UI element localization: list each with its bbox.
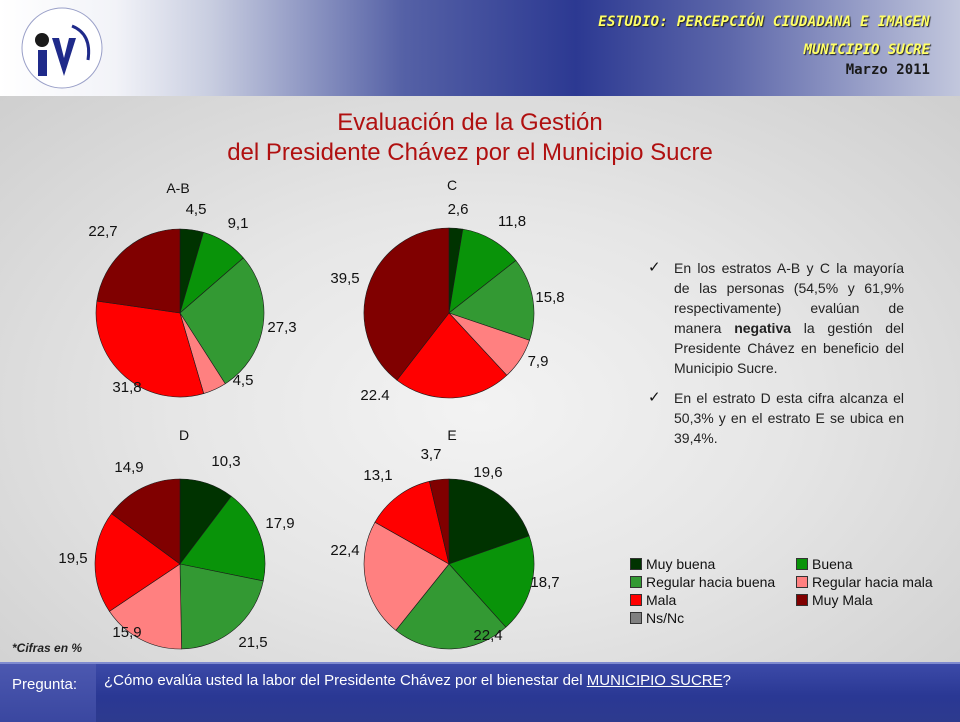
pie-data-label: 3,7 <box>421 446 442 463</box>
municipality-title: MUNICIPIO SUCRE <box>803 42 930 58</box>
checkmark-icon: ✓ <box>648 259 661 276</box>
pie-slice <box>94 513 181 612</box>
pie-data-label: 2,6 <box>448 201 469 218</box>
pie-data-label: 14,9 <box>114 459 143 476</box>
legend-swatch <box>796 576 808 588</box>
pie-chart-1: C 2,6 11,8 15,8 7,9 22.4 39,5 <box>330 177 564 404</box>
pie-data-label: 22,7 <box>88 223 117 240</box>
legend-item: Regular hacia buena <box>630 573 775 591</box>
legend-item: Regular hacia mala <box>796 573 933 591</box>
note-item-2: ✓ En el estrato D esta cifra alcanza el … <box>648 388 904 448</box>
note-2-text: En el estrato D esta cifra alcanza el 50… <box>674 390 904 446</box>
pie-data-label: 4,5 <box>186 201 207 218</box>
pie-slice <box>448 260 535 341</box>
pie-data-label: 39,5 <box>330 270 359 287</box>
analysis-notes: ✓ En los estratos A-B y C la mayoría de … <box>648 258 904 458</box>
pie-slice <box>108 563 182 650</box>
question-text: ¿Cómo evalúa usted la labor del Presiden… <box>104 672 731 689</box>
legend-label: Regular hacia buena <box>646 574 776 590</box>
legend-item: Muy Mala <box>796 591 873 609</box>
pie-slice <box>395 563 507 650</box>
pie-slice <box>363 227 450 381</box>
pie-data-label: 19,5 <box>58 550 87 567</box>
pie-slice <box>95 300 205 398</box>
legend-swatch <box>796 594 808 606</box>
pie-data-label: 22,4 <box>330 542 359 559</box>
note-1-text-a: En los estratos A-B y C la mayoría de la… <box>674 260 904 336</box>
pie-slice <box>374 480 450 565</box>
question-footer: Pregunta: ¿Cómo evalúa usted la labor de… <box>0 662 960 722</box>
legend-label: Muy buena <box>646 556 716 572</box>
pie-data-label: 15,9 <box>112 624 141 641</box>
pie-slice <box>429 478 450 565</box>
pie-slice <box>179 563 264 650</box>
pie-data-label: 31,8 <box>112 379 141 396</box>
pie-title: D <box>179 427 189 443</box>
pie-data-label: 18,7 <box>530 574 559 591</box>
legend-label: Muy Mala <box>812 592 873 608</box>
pie-slice <box>448 228 517 314</box>
legend-item: Ns/Nc <box>630 609 684 627</box>
header-banner: ESTUDIO: PERCEPCIÓN CIUDADANA E IMAGEN M… <box>0 0 960 96</box>
legend-swatch <box>630 558 642 570</box>
title-line-1: Evaluación de la Gestión <box>337 109 603 136</box>
legend-label: Regular hacia mala <box>812 574 933 590</box>
pie-data-label: 22,4 <box>473 627 502 644</box>
legend-swatch <box>630 594 642 606</box>
pie-title: C <box>447 177 457 193</box>
pie-slice <box>396 312 508 399</box>
pie-slice <box>96 228 181 314</box>
study-date: Marzo 2011 <box>845 62 930 78</box>
pie-data-label: 7,9 <box>528 353 549 370</box>
legend-label: Ns/Nc <box>646 610 685 626</box>
checkmark-icon: ✓ <box>648 389 661 406</box>
legend-label: Mala <box>646 592 677 608</box>
legend-item: Muy buena <box>630 555 715 573</box>
pie-data-label: 9,1 <box>228 215 249 232</box>
legend-item: Buena <box>796 555 852 573</box>
legend-swatch <box>630 612 642 624</box>
pie-slice <box>448 535 535 628</box>
pie-data-label: 27,3 <box>267 319 296 336</box>
legend-swatch <box>630 576 642 588</box>
pie-data-label: 10,3 <box>211 453 240 470</box>
footnote: *Cifras en % <box>12 641 83 655</box>
note-1-bold: negativa <box>734 320 792 336</box>
pie-data-label: 15,8 <box>535 289 564 306</box>
pie-data-label: 11,8 <box>498 213 526 230</box>
pie-slice <box>363 521 450 631</box>
pie-title: A-B <box>166 180 189 196</box>
pie-data-label: 13,1 <box>363 467 392 484</box>
pie-slice <box>179 257 265 385</box>
pie-data-label: 4,5 <box>233 372 254 389</box>
pie-chart-0: A-B 4,5 9,1 27,3 4,5 31,8 22,7 <box>88 180 297 398</box>
pie-chart-3: E 19,6 18,7 22,4 22,4 13,1 3,7 <box>330 427 560 650</box>
ivad-logo <box>21 7 103 89</box>
pie-chart-2: D 10,3 17,9 21,5 15,9 19,5 14,9 <box>58 427 294 651</box>
page-title: Evaluación de la Gestión del Presidente … <box>0 108 940 168</box>
title-line-2: del Presidente Chávez por el Municipio S… <box>227 139 713 166</box>
pie-data-label: 22.4 <box>360 387 389 404</box>
question-part-1: ¿Cómo evalúa usted la labor del Presiden… <box>104 672 587 689</box>
question-label: Pregunta: <box>12 676 78 693</box>
legend-swatch <box>796 558 808 570</box>
note-item-1: ✓ En los estratos A-B y C la mayoría de … <box>648 258 904 378</box>
pie-data-label: 21,5 <box>238 634 267 651</box>
pie-slice <box>111 478 181 565</box>
legend-label: Buena <box>812 556 853 572</box>
question-part-2: ? <box>722 672 731 689</box>
pie-title: E <box>447 427 456 443</box>
pie-data-label: 19,6 <box>473 464 502 481</box>
question-municipality: MUNICIPIO SUCRE <box>586 672 723 689</box>
pie-slice <box>179 495 266 582</box>
note-1-text-b: la gestión del Presidente Chávez en bene… <box>674 320 904 376</box>
pie-data-label: 17,9 <box>265 515 294 532</box>
footer-tab <box>0 664 96 722</box>
legend-item: Mala <box>630 591 676 609</box>
study-title: ESTUDIO: PERCEPCIÓN CIUDADANA E IMAGEN <box>598 14 930 30</box>
